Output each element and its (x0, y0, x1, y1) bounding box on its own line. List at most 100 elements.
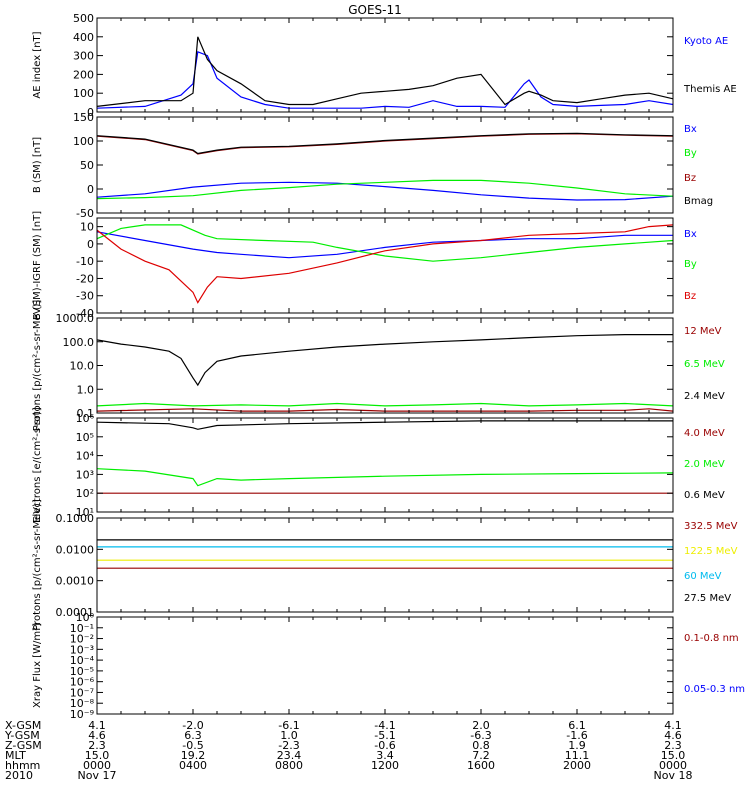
legend-label: 6.5 MeV (684, 359, 725, 370)
ephemeris-value: -6.3 (470, 729, 491, 742)
ephemeris-value: 4.1 (88, 719, 106, 732)
series-line-2-4 (96, 132, 674, 155)
ephemeris-value: 0800 (275, 759, 303, 772)
legend-label: 0.05-0.3 nm (684, 684, 745, 695)
ephemeris-value: -5.1 (374, 729, 395, 742)
ephemeris-row-label: Z-GSM (5, 739, 42, 752)
ephemeris-value: 0000 (659, 759, 687, 772)
y-tick-label: 100.0 (63, 336, 95, 349)
ephemeris-value: 11.1 (565, 749, 590, 762)
y-tick-label: 10⁻⁸ (70, 697, 95, 710)
y-tick-label: 10³ (76, 468, 94, 481)
ephemeris-value: 2.0 (472, 719, 490, 732)
ephemeris-value: 4.6 (88, 729, 106, 742)
y-tick-label: 1000.0 (56, 312, 95, 325)
legend-label: Kyoto AE (684, 36, 728, 47)
y-tick-label: 150 (73, 111, 94, 124)
y-tick-label: 1.0 (77, 383, 95, 396)
y-tick-label: 10⁻⁶ (70, 676, 95, 689)
ephemeris-value: 15.0 (661, 749, 686, 762)
y-tick-label: 0.0100 (56, 543, 95, 556)
ephemeris-value: -0.6 (374, 739, 395, 752)
legend-label: 0.1-0.8 nm (684, 633, 739, 644)
y-tick-label: 10² (76, 487, 94, 500)
series-line-1-1 (96, 50, 674, 109)
y-tick-label: 400 (73, 31, 94, 44)
legend-label: 2.0 MeV (684, 459, 725, 470)
series-line-3-1 (96, 231, 673, 259)
ephemeris-axis: X-GSM 4.1 -2.0 -6.1 -4.1 2.0 6.1 4.1 Y-GSM 4.6 6.3… (4, 719, 692, 782)
ephemeris-row-label: hhmm (5, 759, 40, 772)
y-tick-label: -50 (76, 207, 94, 220)
panel-frame (96, 317, 674, 414)
y-axis-label: Xray Flux [W/m²] (32, 623, 43, 708)
ephemeris-value: -2.0 (182, 719, 203, 732)
series-line-1-2 (96, 36, 674, 107)
y-tick-label: 0 (87, 106, 94, 119)
ephemeris-value: 1.0 (280, 729, 298, 742)
ephemeris-value: -6.1 (278, 719, 299, 732)
y-axis-label: Protons [p/(cm²-s-sr-MeV)] (32, 300, 43, 432)
ephemeris-value: 1.9 (568, 739, 586, 752)
start-date-label: Nov 17 (78, 769, 117, 782)
y-tick-label: 10.0 (70, 360, 95, 373)
y-tick-label: 10⁰ (76, 611, 95, 624)
y-tick-label: 0 (87, 183, 94, 196)
y-tick-label: 10⁵ (76, 431, 94, 444)
y-axis-label: Electrons [e/(cm²-s-sr)] (32, 407, 43, 523)
y-tick-label: 0 (87, 238, 94, 251)
y-tick-label: 200 (73, 68, 94, 81)
ephemeris-value: 7.2 (472, 749, 490, 762)
ephemeris-value: 0400 (179, 759, 207, 772)
legend-label: 4.0 MeV (684, 428, 725, 439)
panel-5: 10¹ 10² 10³ 10⁴ 10⁵ 10⁶ Electrons [e/(cm²-s-sr… (32, 407, 725, 523)
panel-6: 0.0001 0.0010 0.0100 0.1000 Protons [p/(cm²-… (32, 499, 738, 631)
y-tick-label: -20 (76, 272, 94, 285)
legend-label: 27.5 MeV (684, 593, 731, 604)
panel-frame (96, 616, 674, 715)
ephemeris-value: -4.1 (374, 719, 395, 732)
ephemeris-row-label: Y-GSM (4, 729, 40, 742)
y-tick-label: 0.1 (77, 407, 95, 420)
y-tick-label: 10⁻⁷ (70, 686, 94, 699)
ephemeris-value: 6.3 (184, 729, 202, 742)
legend-label: 2.4 MeV (684, 391, 725, 402)
ephemeris-row-label: MLT (5, 749, 26, 762)
series-line-3-3 (96, 224, 674, 304)
panel-2: -50 0 50 100 150 B (SM) [nT] Bx By Bz Bmag (32, 111, 713, 220)
panel-3: -40 -30 -20 -10 0 10 B (SM)-IGRF (SM) [nT] Bx By… (32, 211, 697, 320)
legend-label: Themis AE (683, 84, 737, 95)
y-tick-label: 500 (73, 12, 94, 25)
legend-label: Bx (684, 229, 697, 240)
y-tick-label: 10⁻⁴ (70, 654, 95, 667)
y-axis-label: B (SM)-IGRF (SM) [nT] (32, 211, 43, 320)
legend-label: 12 MeV (684, 326, 722, 337)
ephemeris-value: 19.2 (181, 749, 206, 762)
figure-title: GOES-11 (348, 3, 402, 17)
y-tick-label: 10⁻⁹ (70, 708, 94, 721)
legend-label: Bmag (684, 196, 713, 207)
ephemeris-value: 1200 (371, 759, 399, 772)
ephemeris-value: -0.5 (182, 739, 203, 752)
ephemeris-value: 0000 (83, 759, 111, 772)
panel-frame (96, 217, 674, 314)
y-tick-label: 300 (73, 50, 94, 63)
panel-frame (96, 116, 674, 214)
ephemeris-value: 2.3 (664, 739, 682, 752)
y-tick-label: 0.1000 (56, 512, 95, 525)
ephemeris-value: 2000 (563, 759, 591, 772)
series-line-3-2 (96, 224, 674, 262)
series-line-5-2 (96, 468, 674, 487)
y-axis-label: AE index [nT] (32, 31, 43, 98)
legend-label: Bz (684, 173, 696, 184)
y-tick-label: 0.0010 (56, 575, 95, 588)
ephemeris-value: 4.1 (664, 719, 682, 732)
legend-label: By (684, 148, 697, 159)
legend-label: 0.6 MeV (684, 490, 725, 501)
ephemeris-value: 23.4 (277, 749, 302, 762)
ephemeris-value: 4.6 (664, 729, 682, 742)
legend-label: Bz (684, 291, 696, 302)
y-tick-label: 10⁴ (76, 450, 95, 463)
